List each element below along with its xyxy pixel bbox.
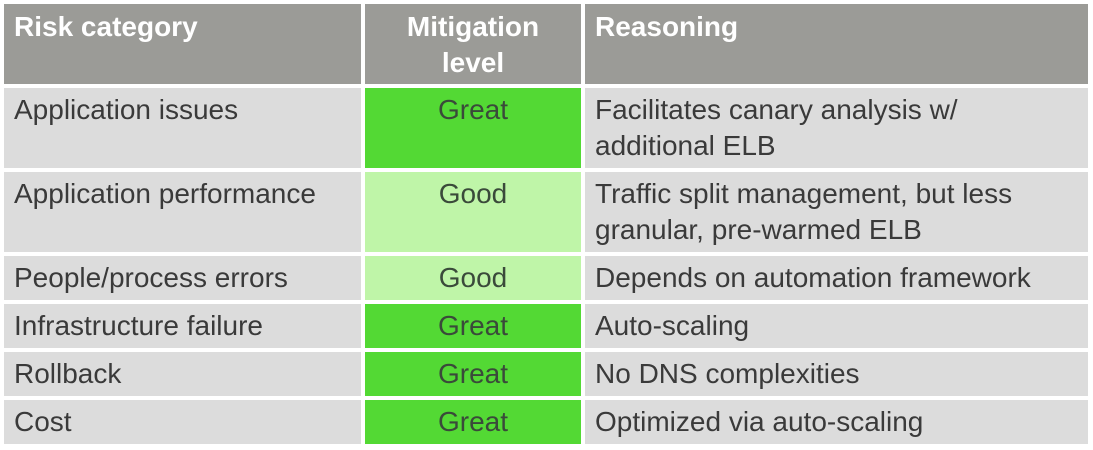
row-1-level: Great — [365, 88, 581, 168]
row-4-category: Infrastructure failure — [4, 304, 361, 348]
row-1-reasoning: Facilitates canary analysis w/ additiona… — [585, 88, 1088, 168]
header-risk-category: Risk category — [4, 4, 361, 84]
row-3-level: Good — [365, 256, 581, 300]
header-mitigation-level: Mitigation level — [365, 4, 581, 84]
row-5-reasoning: No DNS complexities — [585, 352, 1088, 396]
risk-table: Risk category Mitigation level Reasoning… — [4, 4, 1088, 444]
row-5-level: Great — [365, 352, 581, 396]
row-3-reasoning: Depends on automation framework — [585, 256, 1088, 300]
row-1-category: Application issues — [4, 88, 361, 168]
row-3-category: People/process errors — [4, 256, 361, 300]
row-2-category: Application performance — [4, 172, 361, 252]
row-4-level: Great — [365, 304, 581, 348]
row-4-reasoning: Auto-scaling — [585, 304, 1088, 348]
header-reasoning: Reasoning — [585, 4, 1088, 84]
row-5-category: Rollback — [4, 352, 361, 396]
row-2-reasoning: Traffic split management, but less granu… — [585, 172, 1088, 252]
row-6-level: Great — [365, 400, 581, 444]
row-6-reasoning: Optimized via auto-scaling — [585, 400, 1088, 444]
row-2-level: Good — [365, 172, 581, 252]
row-6-category: Cost — [4, 400, 361, 444]
